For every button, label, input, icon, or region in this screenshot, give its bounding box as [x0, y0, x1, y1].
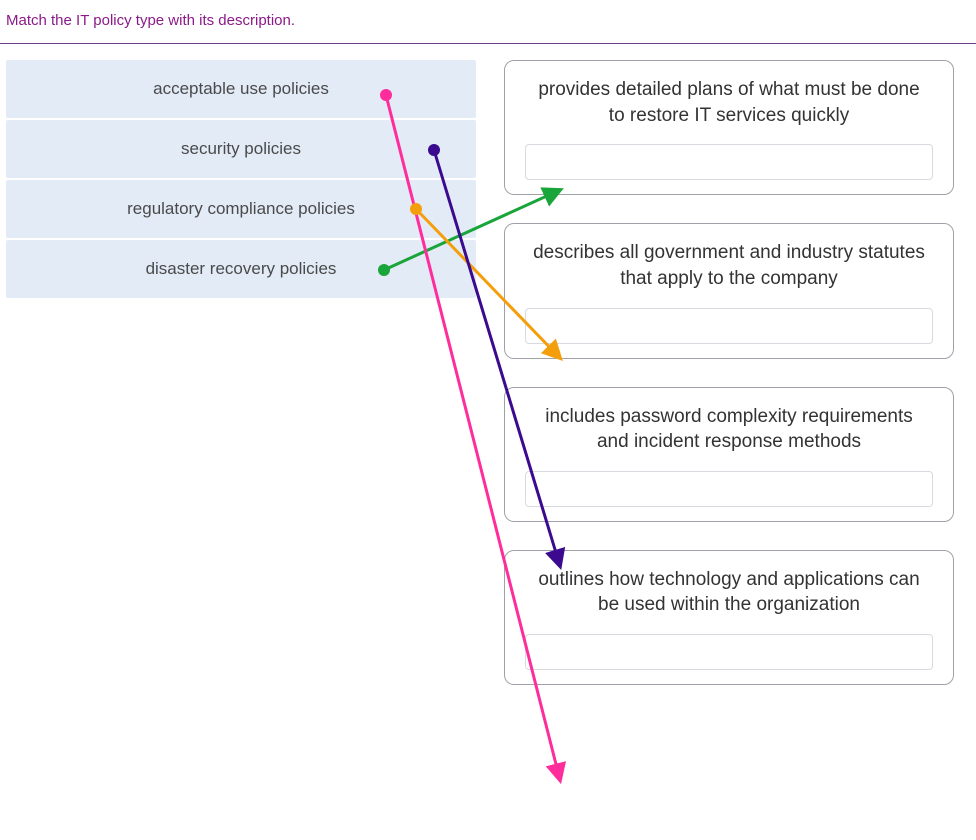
matching-area: acceptable use policies security policie… — [0, 60, 976, 685]
source-label: acceptable use policies — [153, 79, 329, 99]
target-password: includes password complexity requirement… — [504, 387, 954, 522]
target-text: describes all government and industry st… — [525, 240, 933, 291]
target-text: includes password complexity requirement… — [525, 404, 933, 455]
target-statutes: describes all government and industry st… — [504, 223, 954, 358]
divider — [0, 43, 976, 44]
source-regulatory[interactable]: regulatory compliance policies — [6, 180, 476, 238]
question-prompt: Match the IT policy type with its descri… — [0, 0, 976, 43]
drop-slot[interactable] — [525, 471, 933, 507]
target-restore: provides detailed plans of what must be … — [504, 60, 954, 195]
target-outlines: outlines how technology and applications… — [504, 550, 954, 685]
source-security[interactable]: security policies — [6, 120, 476, 178]
target-text: outlines how technology and applications… — [525, 567, 933, 618]
source-label: disaster recovery policies — [146, 259, 337, 279]
source-disaster[interactable]: disaster recovery policies — [6, 240, 476, 298]
source-acceptable[interactable]: acceptable use policies — [6, 60, 476, 118]
drop-slot[interactable] — [525, 308, 933, 344]
targets-column: provides detailed plans of what must be … — [504, 60, 954, 685]
drop-slot[interactable] — [525, 144, 933, 180]
drop-slot[interactable] — [525, 634, 933, 670]
sources-column: acceptable use policies security policie… — [6, 60, 476, 685]
source-label: security policies — [181, 139, 301, 159]
source-label: regulatory compliance policies — [127, 199, 355, 219]
target-text: provides detailed plans of what must be … — [525, 77, 933, 128]
